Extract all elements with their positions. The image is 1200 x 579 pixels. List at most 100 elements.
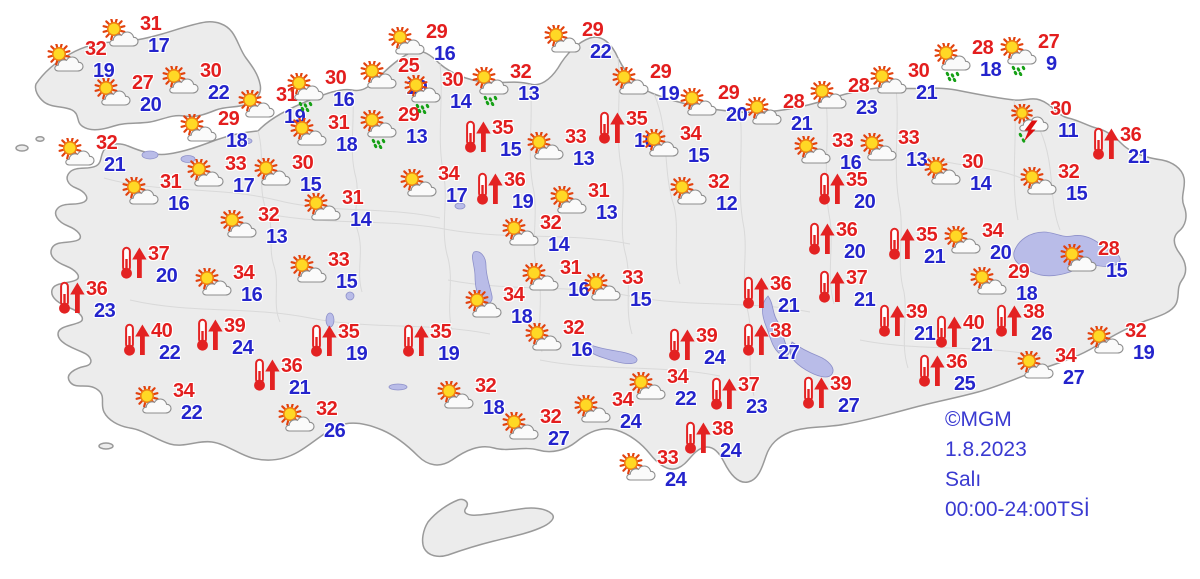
temperature-pair: 34 27: [1055, 346, 1085, 388]
min-temp: 20: [726, 104, 748, 126]
max-temp: 32: [258, 204, 280, 226]
temperature-pair: 33 13: [565, 127, 595, 169]
max-temp: 29: [718, 82, 740, 104]
weather-station: 33 24: [618, 448, 687, 490]
weather-station: 32 19: [46, 39, 115, 81]
weather-station: 32 16: [524, 318, 593, 360]
weather-station: 39 27: [799, 374, 860, 416]
min-temp: 24: [232, 337, 254, 359]
partly-cloudy-icon: [186, 157, 224, 193]
partly-cloudy-icon: [289, 253, 327, 289]
reservoir: [762, 295, 790, 356]
min-temp: 21: [791, 113, 813, 135]
hot-temperature-icon: [120, 323, 150, 362]
max-temp: 30: [1050, 98, 1072, 120]
min-temp: 19: [1133, 342, 1155, 364]
hot-temperature-icon: [681, 421, 711, 460]
temperature-pair: 38 27: [770, 320, 800, 363]
hot-temperature-icon: [932, 315, 962, 354]
day-text: Salı: [945, 468, 982, 491]
partly-cloudy-icon: [436, 379, 474, 415]
partly-cloudy-icon: [969, 265, 1007, 301]
weather-station: 29 16: [387, 22, 456, 64]
temperature-pair: 35 15: [492, 117, 522, 161]
min-temp: 15: [500, 139, 522, 161]
hot-temperature-icon: [739, 276, 769, 315]
min-temp: 18: [511, 306, 533, 328]
weather-station: 31 16: [521, 258, 590, 300]
max-temp: 30: [908, 60, 930, 82]
temperature-pair: 34 16: [233, 263, 263, 305]
min-temp: 9: [1046, 53, 1057, 75]
temperature-pair: 31 16: [160, 172, 190, 214]
max-temp: 31: [140, 13, 162, 35]
partly-cloudy-icon: [399, 167, 437, 203]
weather-station: 33 13: [526, 127, 595, 169]
attribution-text: ©MGM: [945, 408, 1012, 431]
weather-station: 35 15: [461, 117, 522, 161]
max-temp: 32: [316, 398, 338, 420]
partly-cloudy-icon: [289, 116, 327, 152]
max-temp: 35: [492, 117, 514, 139]
max-temp: 29: [582, 19, 604, 41]
temperature-pair: 30 11: [1050, 98, 1079, 141]
weather-station: 27 20: [93, 73, 162, 116]
max-temp: 31: [560, 257, 582, 279]
max-temp: 32: [475, 375, 497, 397]
temperature-pair: 32 19: [1125, 320, 1155, 364]
weather-station: 38 27: [739, 320, 800, 363]
temperature-pair: 39 27: [830, 374, 860, 416]
min-temp: 21: [916, 82, 938, 104]
min-temp: 20: [854, 191, 876, 213]
temperature-pair: 29 22: [582, 19, 612, 62]
min-temp: 20: [844, 241, 866, 263]
min-temp: 16: [434, 43, 456, 65]
hot-temperature-icon: [193, 318, 223, 357]
weather-station: 36 21: [739, 274, 800, 316]
partly-cloudy-icon: [744, 95, 782, 131]
partly-cloudy-icon: [526, 130, 564, 166]
hot-temperature-icon: [875, 304, 905, 343]
reservoir: [586, 343, 638, 365]
hot-temperature-icon: [307, 324, 337, 363]
max-temp: 32: [1125, 320, 1147, 342]
weather-station: 29 20: [679, 83, 748, 126]
min-temp: 14: [548, 234, 570, 256]
min-temp: 19: [438, 343, 460, 365]
weather-station: 31 16: [121, 172, 190, 214]
max-temp: 36: [946, 351, 968, 373]
temperature-pair: 35 19: [430, 322, 460, 365]
partly-cloudy-icon: [859, 131, 897, 167]
min-temp: 20: [140, 94, 162, 116]
temperature-pair: 35 19: [338, 322, 368, 364]
weather-station: 37 21: [815, 268, 876, 310]
max-temp: 38: [770, 320, 792, 342]
hot-temperature-icon: [595, 111, 625, 150]
max-temp: 32: [96, 132, 118, 154]
max-temp: 32: [1058, 161, 1080, 183]
hot-temperature-icon: [885, 227, 915, 266]
max-temp: 29: [218, 108, 240, 130]
max-temp: 29: [650, 61, 672, 83]
min-temp: 15: [688, 145, 710, 167]
weather-station: 31 17: [101, 14, 170, 56]
min-temp: 26: [324, 420, 346, 442]
weather-station: 36 20: [805, 220, 866, 263]
partly-cloudy-icon: [161, 64, 199, 100]
min-temp: 18: [980, 59, 1002, 81]
max-temp: 32: [510, 61, 532, 83]
temperature-pair: 29 16: [426, 22, 456, 65]
min-temp: 17: [233, 175, 255, 197]
max-temp: 27: [132, 72, 154, 94]
weather-station: 27 9: [999, 32, 1060, 81]
max-temp: 34: [173, 380, 195, 402]
weather-station: 34 27: [1016, 346, 1085, 388]
max-temp: 27: [1038, 31, 1060, 53]
weather-station: 30 16: [286, 68, 355, 117]
weather-station: 36 21: [1089, 125, 1150, 167]
temperature-pair: 39 21: [906, 302, 936, 344]
temperature-pair: 32 27: [540, 407, 570, 449]
min-temp: 22: [159, 342, 181, 364]
